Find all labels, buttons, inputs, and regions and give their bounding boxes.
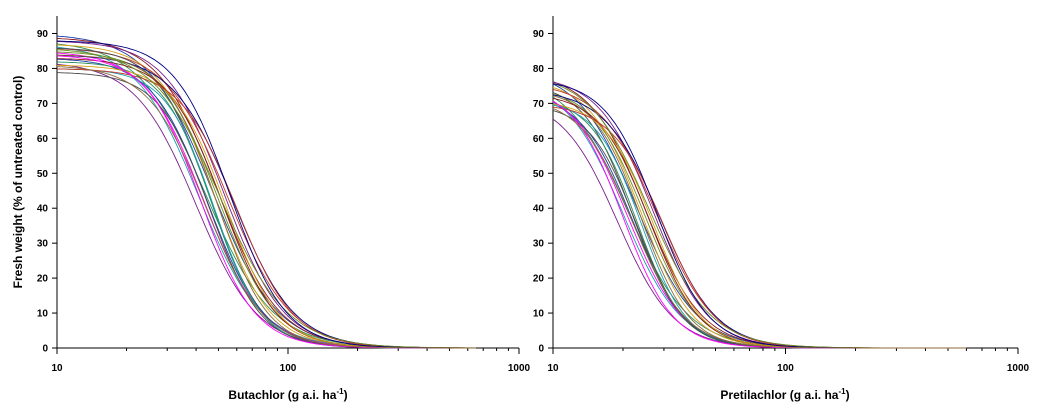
y-tick-label: 60: [533, 134, 545, 145]
dose-response-curve: [57, 68, 476, 349]
dose-response-curve: [56, 68, 476, 349]
y-tick-label: 50: [37, 169, 49, 180]
y-tick-label: 20: [37, 274, 49, 285]
y-tick-label: 60: [37, 134, 49, 145]
dose-response-curve: [56, 46, 476, 349]
dose-response-curve: [552, 110, 967, 349]
dose-response-curve: [552, 107, 967, 349]
y-tick-label: 20: [533, 274, 545, 285]
dose-response-curve: [57, 40, 476, 349]
y-tick-label: 0: [538, 344, 544, 355]
x-tick-label: 10: [547, 363, 559, 374]
x-tick-label: 100: [280, 363, 297, 374]
y-tick-label: 40: [37, 204, 49, 215]
dose-response-curve: [56, 55, 476, 349]
dose-response-curve: [552, 97, 967, 349]
dose-response-curve: [56, 41, 476, 349]
y-tick-label: 30: [37, 239, 49, 250]
y-tick-label: 0: [42, 344, 48, 355]
dose-response-curve: [56, 51, 476, 349]
dose-response-curve: [56, 49, 476, 349]
dose-response-curve: [56, 48, 476, 349]
y-tick-label: 10: [37, 309, 49, 320]
x-tick-label: 1000: [508, 363, 531, 374]
dose-response-curve: [552, 100, 967, 349]
dose-response-curve: [56, 54, 476, 349]
y-tick-label: 90: [533, 29, 545, 40]
dose-response-curve: [552, 95, 967, 349]
y-tick-label: 40: [533, 204, 545, 215]
dose-response-curve: [552, 88, 967, 349]
dose-response-curve: [552, 100, 967, 349]
dose-response-curve: [552, 96, 967, 349]
y-axis-title: Fresh weight (% of untreated control): [11, 76, 25, 289]
x-tick-label: 1000: [1007, 363, 1030, 374]
dose-response-curve: [56, 47, 476, 349]
y-tick-label: 70: [533, 99, 545, 110]
x-tick-label: 10: [51, 363, 63, 374]
dose-response-curve: [552, 101, 967, 349]
y-tick-label: 80: [37, 64, 49, 75]
dose-response-curve: [552, 92, 967, 349]
y-tick-label: 10: [533, 309, 545, 320]
dose-response-curve: [56, 66, 476, 349]
dose-response-curve: [552, 87, 967, 349]
dose-response-curve: [56, 52, 476, 349]
y-tick-label: 80: [533, 64, 545, 75]
x-axis-title: Butachlor (g a.i. ha-1): [228, 387, 347, 402]
dose-response-curve: [56, 43, 476, 349]
dose-response-curve: [56, 44, 476, 349]
x-axis-title: Pretilachlor (g a.i. ha-1): [720, 387, 849, 402]
y-tick-label: 90: [37, 29, 49, 40]
y-tick-label: 50: [533, 169, 545, 180]
dose-response-curve: [56, 54, 476, 349]
y-tick-label: 30: [533, 239, 545, 250]
y-tick-label: 70: [37, 99, 49, 110]
x-tick-label: 100: [777, 363, 794, 374]
